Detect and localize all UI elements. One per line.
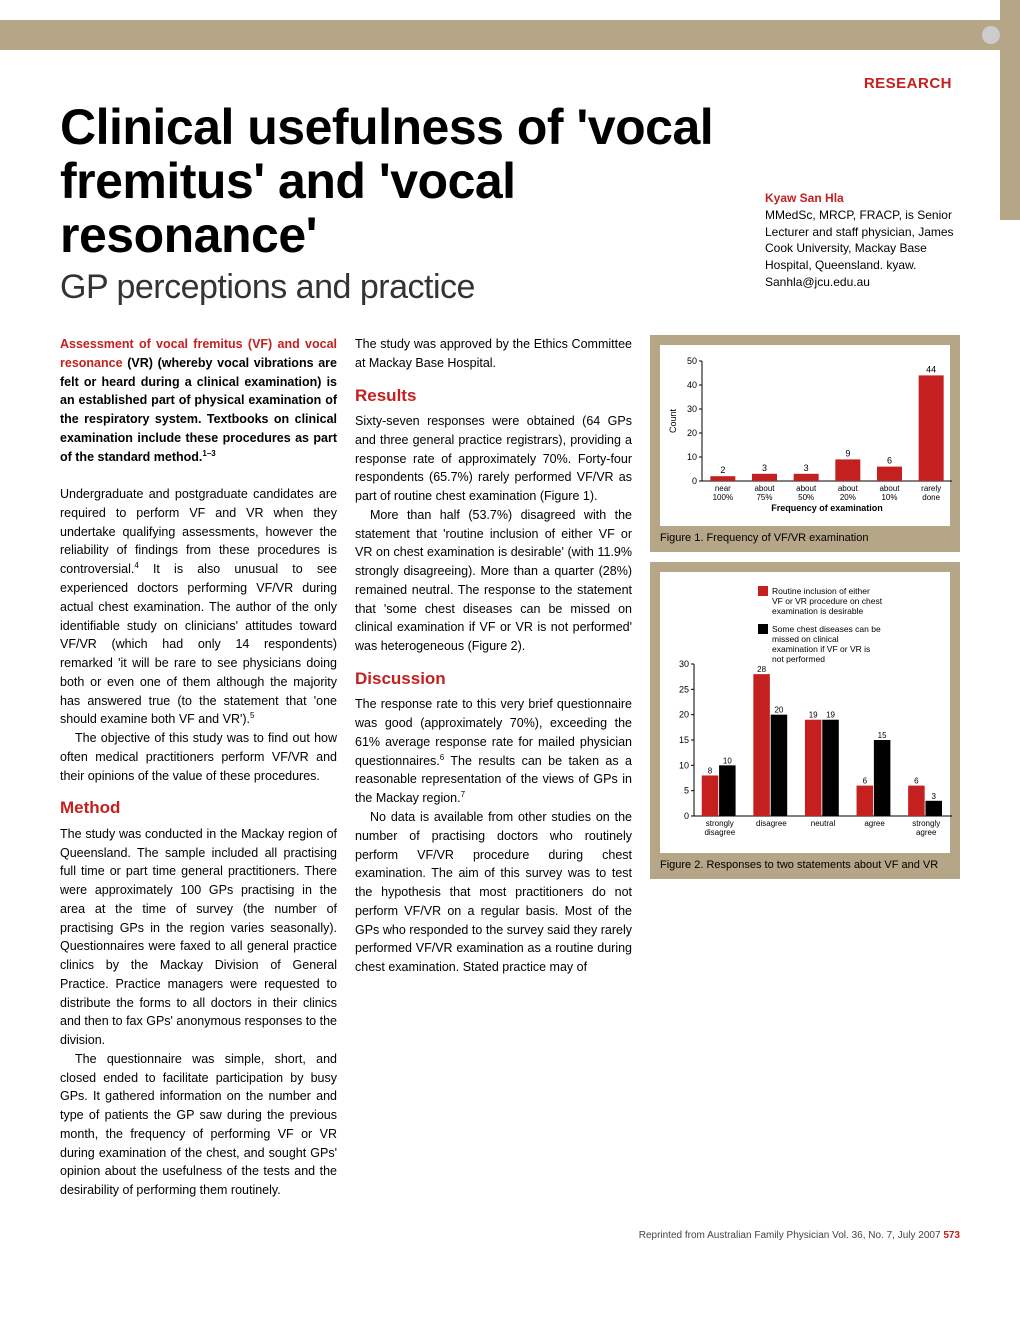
svg-text:6: 6 (863, 777, 868, 786)
intro-rest: (VR) (whereby vocal vibrations are felt … (60, 356, 337, 464)
svg-text:44: 44 (926, 364, 936, 374)
svg-text:100%: 100% (713, 493, 733, 502)
svg-text:30: 30 (687, 404, 697, 414)
footer: Reprinted from Australian Family Physici… (60, 1230, 960, 1241)
svg-text:rarely: rarely (921, 484, 941, 493)
body-p1: Undergraduate and postgraduate candidate… (60, 485, 337, 729)
svg-text:15: 15 (679, 735, 689, 745)
svg-text:5: 5 (684, 786, 689, 796)
body-columns: Assessment of vocal fremitus (VF) and vo… (60, 335, 960, 1200)
method-p2: The questionnaire was simple, short, and… (60, 1050, 337, 1200)
svg-text:0: 0 (692, 476, 697, 486)
author-box: Kyaw San Hla MMedSc, MRCP, FRACP, is Sen… (765, 100, 960, 291)
svg-text:10: 10 (723, 756, 732, 765)
svg-text:6: 6 (914, 777, 919, 786)
intro-paragraph: Assessment of vocal fremitus (VF) and vo… (60, 335, 337, 466)
svg-text:3: 3 (932, 792, 937, 801)
figure-2-caption: Figure 2. Responses to two statements ab… (660, 859, 950, 871)
svg-text:not performed: not performed (772, 654, 825, 664)
svg-text:75%: 75% (756, 493, 772, 502)
svg-text:near: near (715, 484, 731, 493)
svg-text:6: 6 (887, 456, 892, 466)
svg-text:0: 0 (684, 811, 689, 821)
svg-text:about: about (879, 484, 900, 493)
figure-2-block: Routine inclusion of eitherVF or VR proc… (650, 562, 960, 879)
svg-text:agree: agree (916, 828, 937, 837)
results-p1: Sixty-seven responses were obtained (64 … (355, 412, 632, 506)
svg-text:3: 3 (804, 463, 809, 473)
svg-text:Some chest diseases can be: Some chest diseases can be (772, 624, 881, 634)
svg-text:examination is desirable: examination is desirable (772, 606, 863, 616)
right-accent-stripe (1000, 0, 1020, 220)
svg-text:Count: Count (668, 409, 678, 434)
figures-column: 01020304050Count2near100%3about75%3about… (650, 335, 960, 1200)
author-credentials: MMedSc, MRCP, FRACP, is Senior Lecturer … (765, 207, 960, 291)
svg-text:strongly: strongly (912, 819, 940, 828)
svg-text:10: 10 (679, 760, 689, 770)
article-subtitle: GP perceptions and practice (60, 268, 745, 307)
figure-1-block: 01020304050Count2near100%3about75%3about… (650, 335, 960, 552)
svg-text:20%: 20% (840, 493, 856, 502)
svg-text:15: 15 (878, 731, 887, 740)
svg-text:19: 19 (826, 711, 835, 720)
body-p2: The objective of this study was to find … (60, 729, 337, 785)
discussion-p2: No data is available from other studies … (355, 808, 632, 977)
svg-text:8: 8 (708, 766, 713, 775)
svg-text:Frequency of examination: Frequency of examination (771, 503, 883, 513)
figure-2-svg: Routine inclusion of eitherVF or VR proc… (668, 580, 958, 840)
figure-2-chart: Routine inclusion of eitherVF or VR proc… (660, 572, 950, 853)
svg-text:Routine inclusion of either: Routine inclusion of either (772, 586, 870, 596)
svg-text:19: 19 (809, 711, 818, 720)
author-name: Kyaw San Hla (765, 190, 960, 207)
top-accent-bar (0, 20, 1020, 50)
svg-text:30: 30 (679, 659, 689, 669)
section-label: RESEARCH (60, 75, 960, 92)
page: RESEARCH Clinical usefulness of 'vocal f… (0, 0, 1020, 1281)
ethics-p: The study was approved by the Ethics Com… (355, 335, 632, 373)
svg-text:10: 10 (687, 452, 697, 462)
svg-text:20: 20 (679, 710, 689, 720)
title-block: Clinical usefulness of 'vocal fremitus' … (60, 100, 960, 307)
discussion-heading: Discussion (355, 666, 632, 692)
svg-text:missed on clinical: missed on clinical (772, 634, 839, 644)
svg-text:about: about (754, 484, 775, 493)
svg-text:disagree: disagree (704, 828, 735, 837)
figure-1-svg: 01020304050Count2near100%3about75%3about… (668, 353, 958, 513)
results-p2: More than half (53.7%) disagreed with th… (355, 506, 632, 656)
results-heading: Results (355, 383, 632, 409)
column-1: Assessment of vocal fremitus (VF) and vo… (60, 335, 337, 1200)
svg-text:50: 50 (687, 356, 697, 366)
svg-text:10%: 10% (881, 493, 897, 502)
column-2: The study was approved by the Ethics Com… (355, 335, 632, 1200)
intro-sup: 1–3 (202, 449, 215, 458)
svg-text:3: 3 (762, 463, 767, 473)
svg-text:agree: agree (864, 819, 885, 828)
svg-text:disagree: disagree (756, 819, 787, 828)
svg-text:VF or VR procedure on chest: VF or VR procedure on chest (772, 596, 883, 606)
svg-text:neutral: neutral (811, 819, 836, 828)
discussion-p1: The response rate to this very brief que… (355, 695, 632, 808)
svg-text:28: 28 (757, 665, 766, 674)
footer-text: Reprinted from Australian Family Physici… (639, 1230, 941, 1241)
svg-text:9: 9 (845, 448, 850, 458)
svg-text:strongly: strongly (706, 819, 734, 828)
svg-text:about: about (838, 484, 859, 493)
svg-text:20: 20 (774, 706, 783, 715)
figure-1-caption: Figure 1. Frequency of VF/VR examination (660, 532, 950, 544)
figure-1-chart: 01020304050Count2near100%3about75%3about… (660, 345, 950, 526)
footer-page: 573 (943, 1230, 960, 1241)
svg-text:25: 25 (679, 684, 689, 694)
svg-text:examination if VF or VR is: examination if VF or VR is (772, 644, 870, 654)
method-p1: The study was conducted in the Mackay re… (60, 825, 337, 1050)
svg-text:about: about (796, 484, 817, 493)
method-heading: Method (60, 795, 337, 821)
svg-text:40: 40 (687, 380, 697, 390)
svg-text:2: 2 (720, 465, 725, 475)
article-title: Clinical usefulness of 'vocal fremitus' … (60, 100, 745, 262)
svg-text:20: 20 (687, 428, 697, 438)
svg-text:done: done (922, 493, 940, 502)
svg-text:50%: 50% (798, 493, 814, 502)
